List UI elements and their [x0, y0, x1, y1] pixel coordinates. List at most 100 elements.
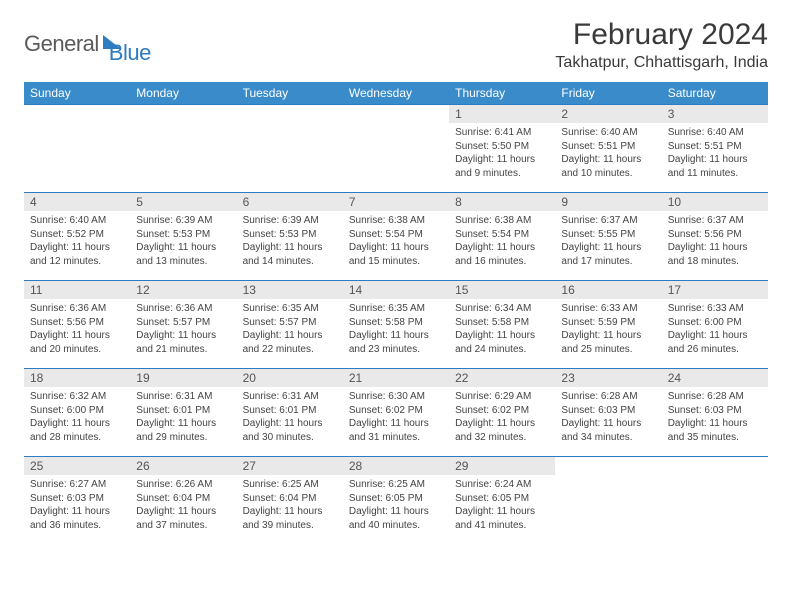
sunrise-line: Sunrise: 6:38 AM	[349, 214, 443, 228]
month-title: February 2024	[555, 18, 768, 52]
sunset-line: Sunset: 5:58 PM	[349, 316, 443, 330]
calendar-cell: 23Sunrise: 6:28 AMSunset: 6:03 PMDayligh…	[555, 368, 661, 456]
day-number: 8	[449, 192, 555, 211]
calendar-cell: 28Sunrise: 6:25 AMSunset: 6:05 PMDayligh…	[343, 456, 449, 544]
sunset-line: Sunset: 5:56 PM	[30, 316, 124, 330]
sunrise-line: Sunrise: 6:33 AM	[561, 302, 655, 316]
daylight-line: Daylight: 11 hours and 15 minutes.	[349, 241, 443, 268]
sunrise-line: Sunrise: 6:29 AM	[455, 390, 549, 404]
sunset-line: Sunset: 5:53 PM	[243, 228, 337, 242]
sunset-line: Sunset: 5:55 PM	[561, 228, 655, 242]
logo: General Blue	[24, 18, 151, 66]
sunrise-line: Sunrise: 6:34 AM	[455, 302, 549, 316]
sunset-line: Sunset: 5:51 PM	[668, 140, 762, 154]
day-details: Sunrise: 6:39 AMSunset: 5:53 PMDaylight:…	[237, 211, 343, 274]
daylight-line: Daylight: 11 hours and 37 minutes.	[136, 505, 230, 532]
day-details: Sunrise: 6:28 AMSunset: 6:03 PMDaylight:…	[662, 387, 768, 450]
day-details: Sunrise: 6:34 AMSunset: 5:58 PMDaylight:…	[449, 299, 555, 362]
calendar-cell	[343, 104, 449, 192]
calendar-cell: 11Sunrise: 6:36 AMSunset: 5:56 PMDayligh…	[24, 280, 130, 368]
sunrise-line: Sunrise: 6:33 AM	[668, 302, 762, 316]
day-details: Sunrise: 6:28 AMSunset: 6:03 PMDaylight:…	[555, 387, 661, 450]
day-details: Sunrise: 6:38 AMSunset: 5:54 PMDaylight:…	[343, 211, 449, 274]
dow-saturday: Saturday	[662, 82, 768, 104]
day-details: Sunrise: 6:37 AMSunset: 5:55 PMDaylight:…	[555, 211, 661, 274]
calendar-cell: 25Sunrise: 6:27 AMSunset: 6:03 PMDayligh…	[24, 456, 130, 544]
calendar-cell: 21Sunrise: 6:30 AMSunset: 6:02 PMDayligh…	[343, 368, 449, 456]
sunrise-line: Sunrise: 6:35 AM	[243, 302, 337, 316]
day-details: Sunrise: 6:40 AMSunset: 5:51 PMDaylight:…	[555, 123, 661, 186]
day-number: 29	[449, 456, 555, 475]
day-number: 24	[662, 368, 768, 387]
day-number: 1	[449, 104, 555, 123]
day-details: Sunrise: 6:40 AMSunset: 5:51 PMDaylight:…	[662, 123, 768, 186]
dow-monday: Monday	[130, 82, 236, 104]
empty-day-bar	[24, 104, 130, 125]
sunrise-line: Sunrise: 6:40 AM	[561, 126, 655, 140]
calendar-table: Sunday Monday Tuesday Wednesday Thursday…	[24, 82, 768, 544]
empty-day-bar	[237, 104, 343, 125]
calendar-cell: 13Sunrise: 6:35 AMSunset: 5:57 PMDayligh…	[237, 280, 343, 368]
day-details: Sunrise: 6:37 AMSunset: 5:56 PMDaylight:…	[662, 211, 768, 274]
day-number: 3	[662, 104, 768, 123]
sunset-line: Sunset: 5:59 PM	[561, 316, 655, 330]
sunrise-line: Sunrise: 6:41 AM	[455, 126, 549, 140]
logo-text-2: Blue	[109, 40, 151, 66]
sunset-line: Sunset: 5:52 PM	[30, 228, 124, 242]
daylight-line: Daylight: 11 hours and 26 minutes.	[668, 329, 762, 356]
daylight-line: Daylight: 11 hours and 25 minutes.	[561, 329, 655, 356]
day-details: Sunrise: 6:40 AMSunset: 5:52 PMDaylight:…	[24, 211, 130, 274]
day-details: Sunrise: 6:29 AMSunset: 6:02 PMDaylight:…	[449, 387, 555, 450]
sunrise-line: Sunrise: 6:28 AM	[668, 390, 762, 404]
empty-day-bar	[343, 104, 449, 125]
daylight-line: Daylight: 11 hours and 36 minutes.	[30, 505, 124, 532]
daylight-line: Daylight: 11 hours and 22 minutes.	[243, 329, 337, 356]
sunrise-line: Sunrise: 6:39 AM	[136, 214, 230, 228]
sunset-line: Sunset: 5:54 PM	[349, 228, 443, 242]
day-details: Sunrise: 6:41 AMSunset: 5:50 PMDaylight:…	[449, 123, 555, 186]
header: General Blue February 2024 Takhatpur, Ch…	[24, 18, 768, 72]
dow-row: Sunday Monday Tuesday Wednesday Thursday…	[24, 82, 768, 104]
day-number: 25	[24, 456, 130, 475]
calendar-cell: 15Sunrise: 6:34 AMSunset: 5:58 PMDayligh…	[449, 280, 555, 368]
sunset-line: Sunset: 6:04 PM	[243, 492, 337, 506]
day-number: 11	[24, 280, 130, 299]
sunset-line: Sunset: 6:03 PM	[668, 404, 762, 418]
sunset-line: Sunset: 6:03 PM	[561, 404, 655, 418]
daylight-line: Daylight: 11 hours and 10 minutes.	[561, 153, 655, 180]
daylight-line: Daylight: 11 hours and 9 minutes.	[455, 153, 549, 180]
calendar-cell: 20Sunrise: 6:31 AMSunset: 6:01 PMDayligh…	[237, 368, 343, 456]
day-details: Sunrise: 6:25 AMSunset: 6:05 PMDaylight:…	[343, 475, 449, 538]
daylight-line: Daylight: 11 hours and 16 minutes.	[455, 241, 549, 268]
dow-tuesday: Tuesday	[237, 82, 343, 104]
day-details: Sunrise: 6:33 AMSunset: 5:59 PMDaylight:…	[555, 299, 661, 362]
day-number: 18	[24, 368, 130, 387]
sunset-line: Sunset: 5:56 PM	[668, 228, 762, 242]
day-details: Sunrise: 6:39 AMSunset: 5:53 PMDaylight:…	[130, 211, 236, 274]
calendar-cell: 1Sunrise: 6:41 AMSunset: 5:50 PMDaylight…	[449, 104, 555, 192]
sunset-line: Sunset: 5:51 PM	[561, 140, 655, 154]
sunset-line: Sunset: 6:02 PM	[349, 404, 443, 418]
sunrise-line: Sunrise: 6:32 AM	[30, 390, 124, 404]
daylight-line: Daylight: 11 hours and 20 minutes.	[30, 329, 124, 356]
day-number: 2	[555, 104, 661, 123]
calendar-cell: 9Sunrise: 6:37 AMSunset: 5:55 PMDaylight…	[555, 192, 661, 280]
sunset-line: Sunset: 5:53 PM	[136, 228, 230, 242]
dow-friday: Friday	[555, 82, 661, 104]
calendar-cell	[237, 104, 343, 192]
sunrise-line: Sunrise: 6:24 AM	[455, 478, 549, 492]
day-number: 5	[130, 192, 236, 211]
calendar-cell: 10Sunrise: 6:37 AMSunset: 5:56 PMDayligh…	[662, 192, 768, 280]
calendar-cell: 18Sunrise: 6:32 AMSunset: 6:00 PMDayligh…	[24, 368, 130, 456]
sunrise-line: Sunrise: 6:36 AM	[136, 302, 230, 316]
sunrise-line: Sunrise: 6:30 AM	[349, 390, 443, 404]
sunset-line: Sunset: 5:58 PM	[455, 316, 549, 330]
empty-day-bar	[130, 104, 236, 125]
calendar-cell: 2Sunrise: 6:40 AMSunset: 5:51 PMDaylight…	[555, 104, 661, 192]
sunset-line: Sunset: 5:54 PM	[455, 228, 549, 242]
calendar-cell	[24, 104, 130, 192]
sunset-line: Sunset: 5:50 PM	[455, 140, 549, 154]
day-number: 20	[237, 368, 343, 387]
daylight-line: Daylight: 11 hours and 31 minutes.	[349, 417, 443, 444]
sunrise-line: Sunrise: 6:25 AM	[349, 478, 443, 492]
